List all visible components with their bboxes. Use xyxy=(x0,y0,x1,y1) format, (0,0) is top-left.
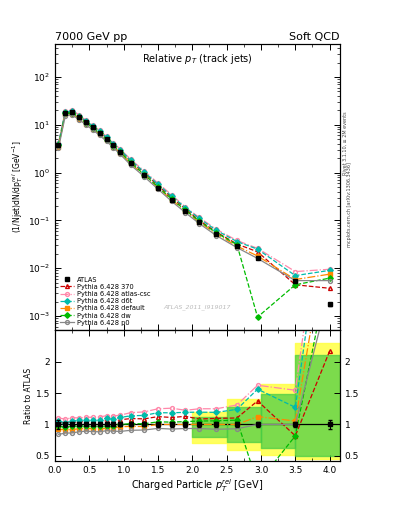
X-axis label: Charged Particle $p_T^{rel}$ [GeV]: Charged Particle $p_T^{rel}$ [GeV] xyxy=(131,477,264,494)
Legend: ATLAS, Pythia 6.428 370, Pythia 6.428 atlas-csc, Pythia 6.428 d6t, Pythia 6.428 : ATLAS, Pythia 6.428 370, Pythia 6.428 at… xyxy=(58,275,152,327)
Text: Soft QCD: Soft QCD xyxy=(290,32,340,42)
Y-axis label: (1/Njet)dN/dp$_T^{rel}$ [GeV$^{-1}$]: (1/Njet)dN/dp$_T^{rel}$ [GeV$^{-1}$] xyxy=(10,141,25,233)
Y-axis label: Ratio to ATLAS: Ratio to ATLAS xyxy=(24,368,33,423)
Text: ATLAS_2011_I919017: ATLAS_2011_I919017 xyxy=(164,305,231,310)
Text: Relative $p_T$ (track jets): Relative $p_T$ (track jets) xyxy=(142,52,253,66)
Text: mcplots.cern.ch [arXiv:1306.3436]: mcplots.cern.ch [arXiv:1306.3436] xyxy=(347,162,352,247)
Text: Rivet 3.1.10, ≥ 2M events: Rivet 3.1.10, ≥ 2M events xyxy=(343,112,348,175)
Text: 7000 GeV pp: 7000 GeV pp xyxy=(55,32,127,42)
